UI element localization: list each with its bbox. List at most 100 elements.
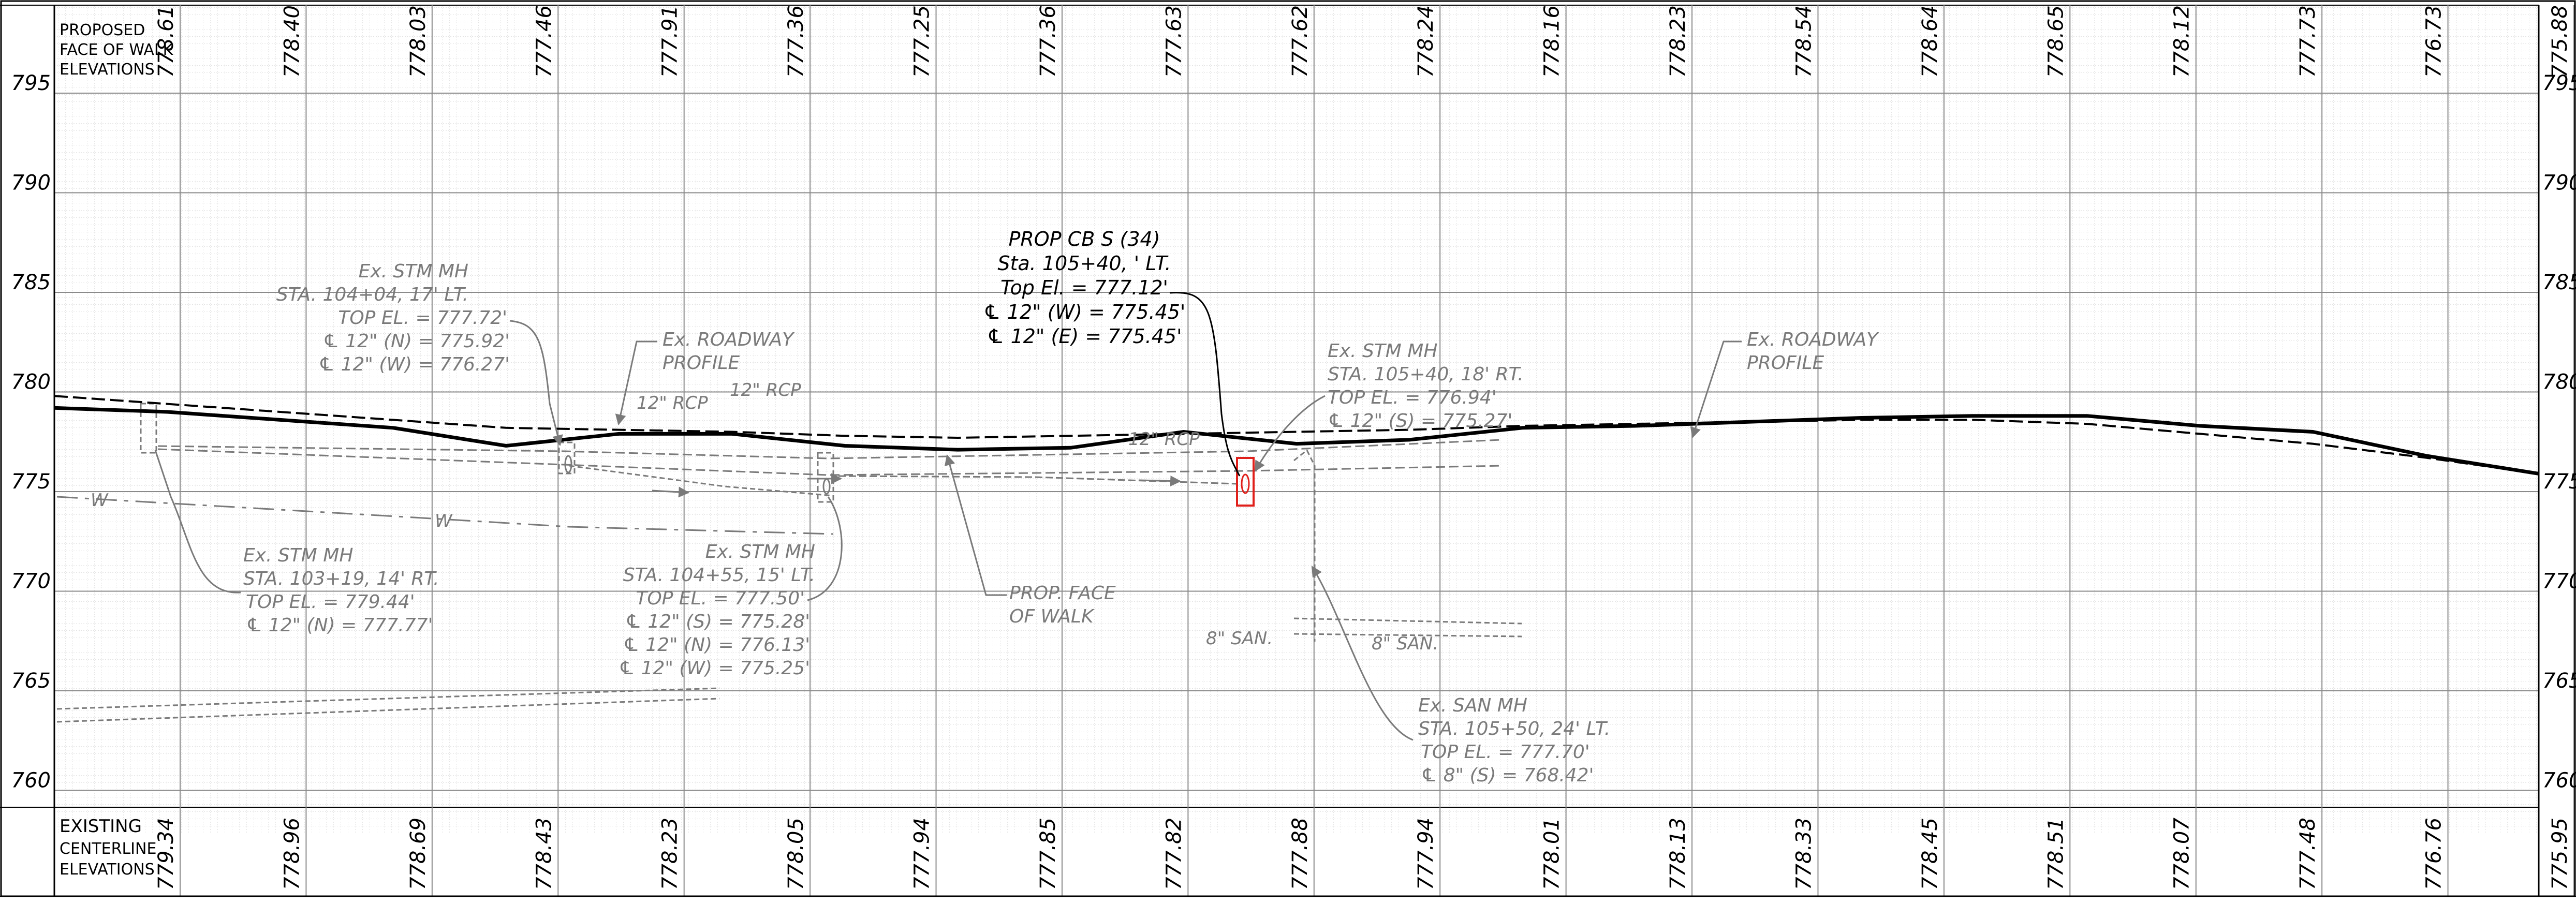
existing-elev-12: 778.13 xyxy=(1666,818,1690,890)
pipe-label-rcp-1: 12" RCP xyxy=(730,380,801,401)
mh-104-55-line-6: ℄ 12" (W) = 775.25' xyxy=(619,658,810,679)
san-mh-line-3: TOP EL. = 777.70' xyxy=(1421,742,1590,763)
roadway-2-line-1: Ex. ROADWAY xyxy=(1747,329,1879,350)
mh-105-40-line-1: Ex. STM MH xyxy=(1328,340,1437,362)
sanitary-pipe-a xyxy=(56,687,720,710)
elev-label-right-760: 760 xyxy=(2542,769,2576,793)
roadway-1-line-2: PROFILE xyxy=(663,352,740,374)
elev-label-right-770: 770 xyxy=(2542,570,2576,594)
proposed-elev-13: 778.54 xyxy=(1792,5,1816,78)
face-of-walk-line-1: PROP. FACE xyxy=(1009,583,1116,604)
existing-elevation-row: 779.34 778.96 778.69 778.43 778.23 778.05 777.… xyxy=(154,817,2572,890)
annotation-san-mh: Ex. SAN MH STA. 105+50, 24' LT. TOP EL. … xyxy=(1418,695,1610,786)
existing-elev-9: 777.88 xyxy=(1288,818,1312,890)
mh-104-55-line-4: ℄ 12" (S) = 775.28' xyxy=(625,611,810,632)
top-band-line-2: FACE OF WALK xyxy=(60,41,174,59)
top-band-label: PROPOSED FACE OF WALK ELEVATIONS xyxy=(60,21,174,79)
mh-103-19-line-4: ℄ 12" (N) = 777.77' xyxy=(246,615,433,636)
existing-elev-2: 778.69 xyxy=(406,818,430,890)
pipe-label-san-1: 8" SAN. xyxy=(1206,628,1273,649)
cb-s34-line-4: ℄ 12" (W) = 775.45' xyxy=(983,301,1186,323)
elevation-axis-right: 795 790 785 780 775 770 765 760 xyxy=(2542,71,2576,793)
annotation-mh-104-04: Ex. STM MH STA. 104+04, 17' LT. TOP EL. … xyxy=(276,261,510,375)
proposed-face-of-walk-profile xyxy=(54,406,2539,476)
existing-elev-16: 778.07 xyxy=(2170,817,2194,890)
proposed-elev-8: 777.63 xyxy=(1162,5,1186,78)
mh-105-40-line-2: STA. 105+40, 18' RT. xyxy=(1328,364,1524,385)
elev-label-left-775: 775 xyxy=(11,470,51,494)
cb-s34-line-2: Sta. 105+40, ' LT. xyxy=(997,252,1171,275)
mh-104-04-pipe xyxy=(564,455,572,473)
proposed-elev-17: 777.73 xyxy=(2296,5,2320,78)
roadway-2-line-2: PROFILE xyxy=(1747,352,1824,374)
mh-104-55-line-1: Ex. STM MH xyxy=(705,541,815,562)
annotation-mh-105-40: Ex. STM MH STA. 105+40, 18' RT. TOP EL. … xyxy=(1328,340,1524,432)
mh-103-19-line-2: STA. 103+19, 14' RT. xyxy=(243,568,439,589)
annotation-face-of-walk: PROP. FACE OF WALK xyxy=(1009,583,1116,627)
existing-elev-5: 778.05 xyxy=(784,818,808,890)
cb-s34-pipe xyxy=(1241,473,1250,494)
proposed-elev-6: 777.25 xyxy=(910,5,934,78)
proposed-elev-9: 777.62 xyxy=(1288,5,1312,78)
mh-104-55-line-2: STA. 104+55, 15' LT. xyxy=(623,565,815,586)
proposed-elev-12: 778.23 xyxy=(1666,5,1690,78)
existing-elev-0: 779.34 xyxy=(154,818,178,890)
proposed-elev-15: 778.65 xyxy=(2044,5,2068,78)
leader-lines xyxy=(154,291,1742,741)
leader-cb-s34 xyxy=(1169,291,1241,477)
sanitary-pipe-c xyxy=(1293,617,1522,625)
proposed-elev-10: 778.24 xyxy=(1414,5,1438,78)
sanitary-pipe-d xyxy=(1293,633,1522,638)
flow-arrow-3 xyxy=(1138,476,1182,487)
elev-label-right-795: 795 xyxy=(2542,71,2576,95)
proposed-elev-18: 776.73 xyxy=(2422,5,2446,78)
existing-elev-17: 777.48 xyxy=(2296,818,2320,890)
flow-arrows xyxy=(652,473,1182,498)
mh-104-04-line-5: ℄ 12" (W) = 776.27' xyxy=(318,354,510,375)
proposed-elev-16: 778.12 xyxy=(2170,5,2194,78)
existing-elev-14: 778.45 xyxy=(1918,818,1942,890)
proposed-elev-2: 778.03 xyxy=(406,5,430,78)
sanitary-riser xyxy=(1293,449,1316,642)
existing-elev-6: 777.94 xyxy=(910,818,934,890)
water-mark-2: W xyxy=(435,511,453,531)
san-mh-line-4: ℄ 8" (S) = 768.42' xyxy=(1421,765,1594,786)
proposed-elev-11: 778.16 xyxy=(1540,5,1564,78)
pipe-labels: 12" RCP 12" RCP 12" RCP 8" SAN. 8" SAN. … xyxy=(91,380,1438,654)
profiles xyxy=(54,395,2539,476)
proposed-elev-5: 777.36 xyxy=(784,5,808,78)
leader-roadway-2 xyxy=(1690,340,1742,438)
elev-label-right-765: 765 xyxy=(2542,669,2576,693)
roadway-1-line-1: Ex. ROADWAY xyxy=(663,329,795,350)
existing-elev-19: 775.95 xyxy=(2548,818,2572,890)
mh-105-40-line-3: TOP EL. = 776.94' xyxy=(1328,387,1497,408)
leader-mh-105-40 xyxy=(1254,395,1326,472)
elev-label-left-770: 770 xyxy=(11,570,51,594)
bottom-band-label: EXISTING CENTERLINE ELEVATIONS xyxy=(60,816,156,879)
face-of-walk-line-2: OF WALK xyxy=(1009,606,1095,627)
proposed-elev-0: 778.61 xyxy=(154,5,178,78)
flow-arrow-1 xyxy=(652,486,690,498)
existing-roadway-profile xyxy=(54,395,2539,475)
mh-104-04-line-1: Ex. STM MH xyxy=(359,261,468,282)
leader-roadway-1 xyxy=(615,340,657,426)
existing-elev-3: 778.43 xyxy=(532,818,556,890)
proposed-elevation-row: 778.61 778.40 778.03 777.46 777.91 777.36 777.… xyxy=(154,5,2572,78)
proposed-elev-19: 775.88 xyxy=(2548,5,2572,78)
cb-s34-line-5: ℄ 12" (E) = 775.45' xyxy=(987,325,1182,348)
elevation-axis-left: 795 790 785 780 775 770 765 760 xyxy=(11,71,51,793)
elev-label-right-790: 790 xyxy=(2542,171,2576,195)
elev-label-left-780: 780 xyxy=(11,370,51,394)
top-band-line-1: PROPOSED xyxy=(60,21,145,39)
leader-mh-104-04 xyxy=(509,320,563,447)
elev-label-right-785: 785 xyxy=(2542,271,2576,294)
mh-104-04-line-2: STA. 104+04, 17' LT. xyxy=(276,284,468,305)
mh-104-04-line-3: TOP EL. = 777.72' xyxy=(338,307,507,329)
pipe-label-san-2: 8" SAN. xyxy=(1372,633,1438,654)
proposed-elev-4: 777.91 xyxy=(658,5,682,78)
top-band-line-3: ELEVATIONS xyxy=(60,61,155,79)
annotation-cb-s34: PROP CB S (34) Sta. 105+40, ' LT. Top El… xyxy=(983,228,1186,348)
existing-elev-4: 778.23 xyxy=(658,818,682,890)
existing-elev-10: 777.94 xyxy=(1414,818,1438,890)
minor-grid xyxy=(54,5,2539,833)
